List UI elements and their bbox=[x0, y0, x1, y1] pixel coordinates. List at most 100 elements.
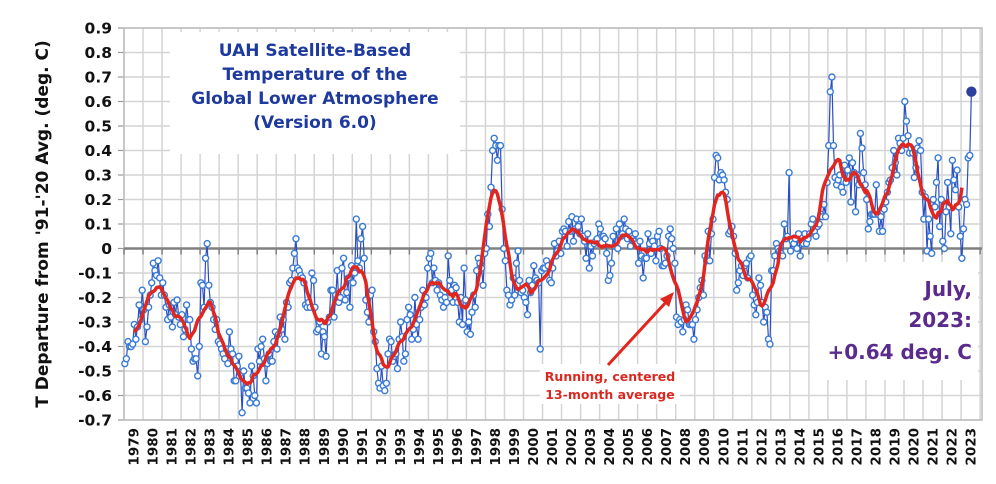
data-point bbox=[966, 151, 974, 160]
data-point bbox=[826, 87, 834, 96]
latest-data-point bbox=[966, 86, 977, 97]
data-point bbox=[839, 188, 847, 196]
data-point bbox=[585, 264, 593, 272]
data-point bbox=[606, 271, 614, 280]
data-point bbox=[607, 259, 616, 267]
data-point bbox=[620, 215, 628, 223]
data-point bbox=[569, 237, 578, 245]
latest-annotation-background bbox=[810, 262, 978, 380]
data-point bbox=[948, 156, 957, 165]
data-point bbox=[669, 244, 677, 253]
x-tick-label: 2014 bbox=[792, 428, 808, 466]
data-point bbox=[368, 286, 376, 294]
y-tick-label: 0.7 bbox=[85, 69, 112, 87]
data-point bbox=[936, 222, 944, 231]
data-point bbox=[143, 323, 151, 331]
data-point bbox=[360, 254, 368, 262]
data-point bbox=[609, 232, 617, 241]
x-tick-label: 2018 bbox=[868, 428, 884, 466]
data-point bbox=[192, 355, 200, 363]
data-point bbox=[251, 391, 259, 400]
data-point bbox=[858, 144, 866, 152]
x-tick-label: 2023 bbox=[964, 428, 980, 466]
x-tick-label: 1986 bbox=[260, 428, 276, 466]
data-point bbox=[631, 230, 639, 238]
data-point bbox=[460, 264, 468, 272]
data-point bbox=[466, 330, 475, 338]
data-point bbox=[655, 227, 663, 236]
data-point bbox=[565, 217, 573, 226]
y-tick-label: -0.6 bbox=[78, 387, 112, 405]
data-point bbox=[615, 220, 624, 228]
x-tick-label: 1999 bbox=[507, 428, 523, 466]
data-point bbox=[496, 141, 505, 150]
data-point bbox=[259, 335, 267, 343]
y-tick-label: 0.4 bbox=[85, 142, 113, 160]
data-point bbox=[159, 279, 167, 287]
x-tick-label: 1979 bbox=[127, 428, 143, 466]
data-point bbox=[866, 217, 874, 226]
data-point bbox=[238, 409, 246, 417]
data-point bbox=[228, 350, 237, 358]
x-tick-label: 1984 bbox=[222, 428, 238, 466]
data-point bbox=[357, 234, 365, 243]
data-point bbox=[411, 293, 419, 302]
y-tick-label: -0.3 bbox=[78, 314, 112, 332]
data-point bbox=[393, 364, 402, 373]
data-point bbox=[446, 276, 454, 285]
y-tick-label: 0.3 bbox=[85, 167, 112, 185]
data-point bbox=[614, 244, 622, 253]
chart-title-line-2: Temperature of the bbox=[223, 65, 408, 85]
running-label-line-1: Running, centered bbox=[545, 369, 675, 384]
data-point bbox=[763, 308, 771, 316]
data-point bbox=[690, 335, 698, 343]
x-tick-label: 1987 bbox=[279, 428, 295, 466]
y-tick-label: -0.5 bbox=[78, 363, 112, 381]
data-point bbox=[338, 264, 346, 272]
data-point bbox=[224, 359, 232, 368]
data-point bbox=[953, 166, 961, 174]
monthly-series bbox=[121, 73, 977, 417]
data-point bbox=[515, 276, 524, 285]
data-point bbox=[785, 168, 793, 177]
data-point bbox=[400, 357, 408, 365]
data-point bbox=[926, 232, 934, 241]
data-point bbox=[132, 335, 140, 343]
data-point bbox=[490, 134, 498, 143]
y-axis-ticks: 0.9 0.8 0.7 0.6 0.5 0.4 0.3 0.2 0.1 0 -0.1 -0.2 -0.3… bbox=[78, 20, 112, 430]
data-point bbox=[872, 181, 880, 189]
x-tick-label: 2004 bbox=[602, 428, 618, 466]
running-average-series bbox=[133, 142, 964, 386]
running-label-arrowhead bbox=[660, 292, 674, 307]
chart-title-line-3: Global Lower Atmosphere bbox=[191, 89, 438, 109]
data-point bbox=[246, 399, 254, 407]
data-point bbox=[812, 232, 820, 241]
data-point bbox=[235, 352, 243, 360]
data-point bbox=[203, 239, 211, 248]
y-tick-label: 0.5 bbox=[85, 118, 112, 136]
data-point bbox=[423, 264, 432, 272]
data-point bbox=[147, 279, 156, 287]
data-point bbox=[856, 129, 865, 138]
x-tick-label: 2011 bbox=[735, 428, 751, 466]
data-point bbox=[683, 306, 692, 314]
x-tick-label: 1989 bbox=[317, 428, 333, 466]
data-point bbox=[734, 279, 742, 287]
data-point bbox=[714, 154, 722, 162]
data-point bbox=[924, 215, 933, 223]
chart-title-line-1: UAH Satellite-Based bbox=[219, 41, 411, 61]
data-point bbox=[320, 333, 329, 341]
data-point bbox=[232, 377, 240, 385]
data-point bbox=[514, 247, 522, 255]
data-point bbox=[916, 146, 925, 155]
data-point bbox=[346, 303, 354, 311]
data-point bbox=[387, 337, 395, 346]
data-point bbox=[403, 315, 411, 324]
data-point bbox=[747, 252, 755, 260]
data-point bbox=[268, 357, 276, 365]
data-point bbox=[122, 355, 131, 363]
data-point bbox=[588, 252, 597, 260]
x-tick-label: 2008 bbox=[678, 428, 694, 466]
x-tick-label: 1988 bbox=[298, 428, 314, 466]
